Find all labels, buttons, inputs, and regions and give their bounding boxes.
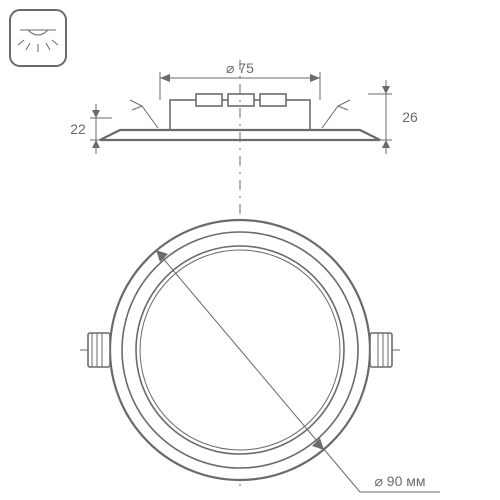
- front-view: ⌀ 90 мм: [80, 220, 440, 492]
- outer-diameter-label: ⌀ 90 мм: [374, 473, 425, 489]
- side-view: ⌀ 75 22 26: [70, 60, 418, 154]
- height-right-label: 26: [402, 109, 418, 125]
- technical-drawing: ⌀ 75 22 26: [0, 0, 500, 500]
- downlight-icon: [10, 10, 66, 66]
- height-left-label: 22: [70, 121, 86, 137]
